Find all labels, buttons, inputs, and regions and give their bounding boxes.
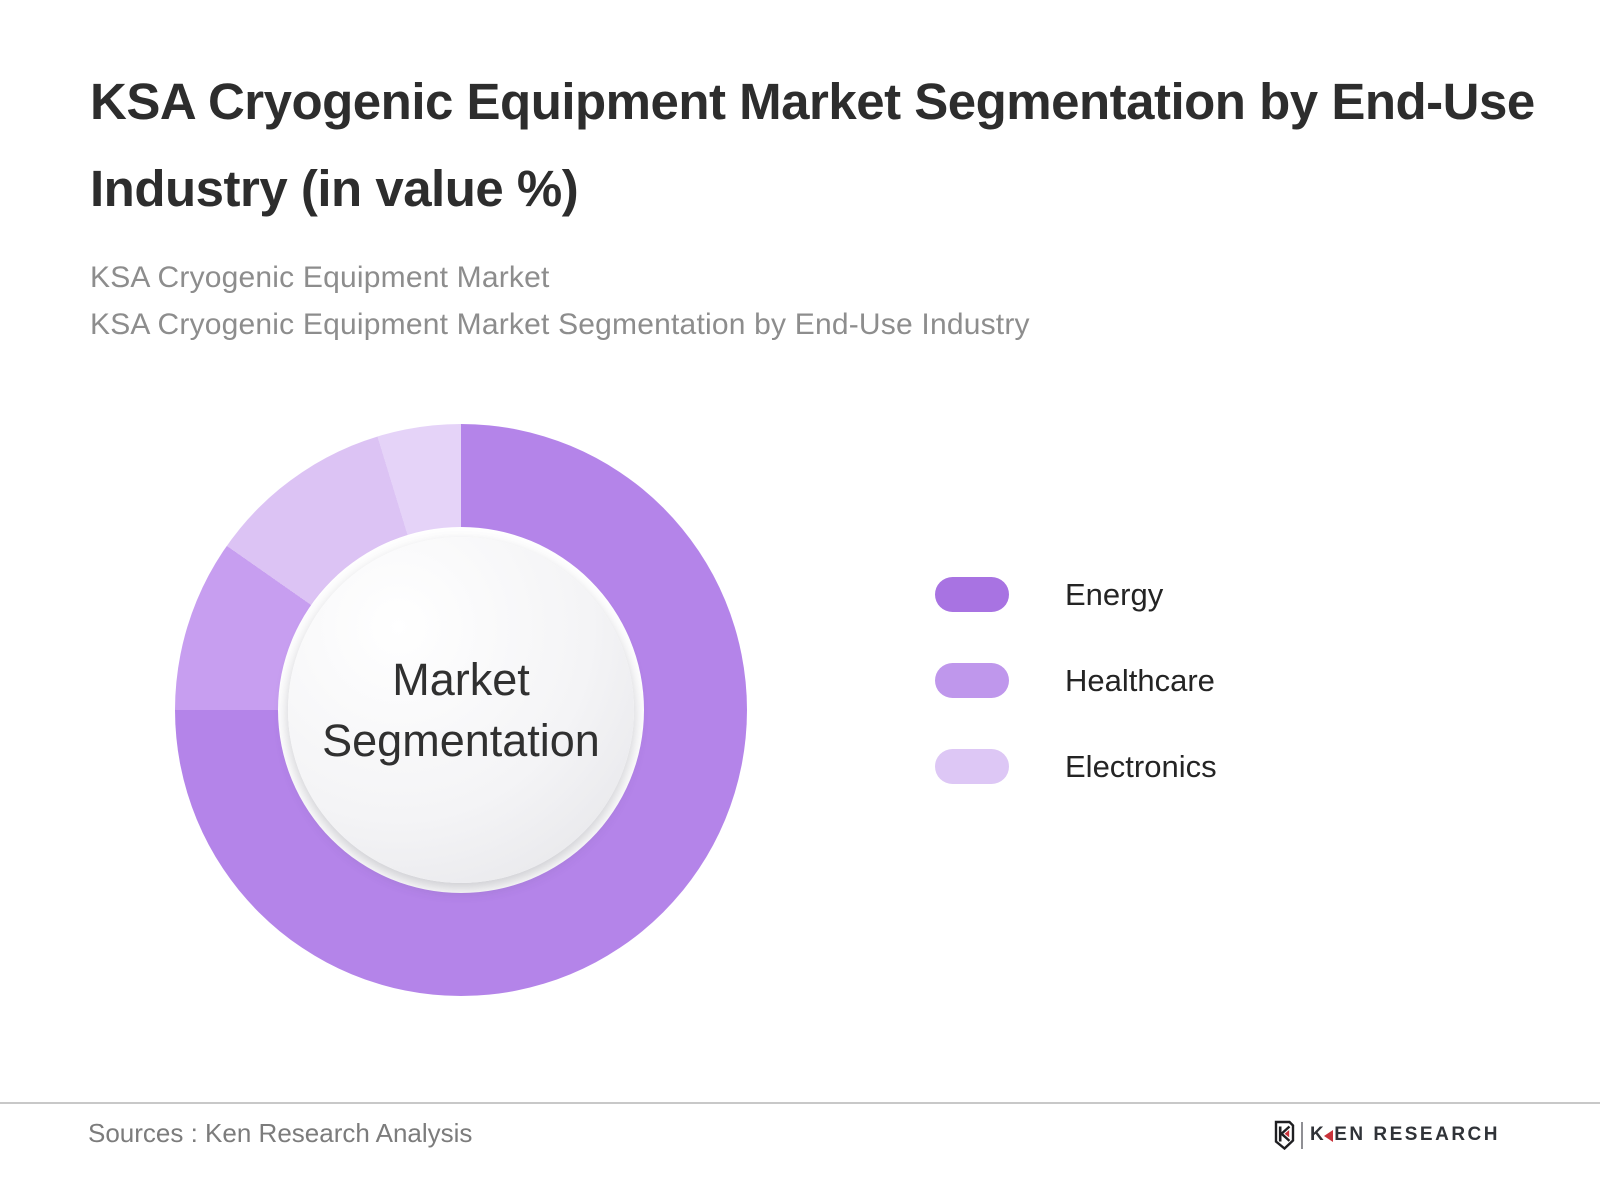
donut-hole: Market Segmentation xyxy=(278,527,644,893)
brand-name-initial: K xyxy=(1309,1124,1327,1145)
legend-swatch-energy xyxy=(935,577,1009,612)
ken-research-logo: K EN RESEARCH xyxy=(1274,1120,1500,1150)
donut-chart: Market Segmentation xyxy=(175,424,747,996)
ken-research-shield-icon xyxy=(1274,1120,1295,1150)
source-note: Sources : Ken Research Analysis xyxy=(88,1118,473,1148)
footer-divider xyxy=(0,1102,1600,1104)
logo-divider-bar xyxy=(1300,1121,1303,1149)
donut-center-label-line-1: Market xyxy=(392,654,530,705)
legend-label-energy: Energy xyxy=(1065,576,1164,612)
brand-red-triangle-icon xyxy=(1324,1129,1334,1142)
legend-item-energy: Energy xyxy=(935,577,1217,612)
brand-name-rest: EN RESEARCH xyxy=(1334,1124,1500,1145)
page-title-line-2: Industry (in value %) xyxy=(90,160,579,217)
brand-name: K EN RESEARCH xyxy=(1310,1124,1500,1146)
legend-item-electronics: Electronics xyxy=(935,749,1217,784)
legend-swatch-electronics xyxy=(935,749,1009,784)
legend-label-electronics: Electronics xyxy=(1065,748,1217,784)
legend-swatch-healthcare xyxy=(935,663,1009,698)
donut-center-label: Market Segmentation xyxy=(322,649,600,771)
donut-center-label-line-2: Segmentation xyxy=(322,715,600,766)
page-title: KSA Cryogenic Equipment Market Segmentat… xyxy=(90,58,1535,232)
subtitle-line-1: KSA Cryogenic Equipment Market xyxy=(90,261,550,294)
chart-legend: Energy Healthcare Electronics xyxy=(935,577,1217,835)
legend-label-healthcare: Healthcare xyxy=(1065,662,1215,698)
legend-item-healthcare: Healthcare xyxy=(935,663,1217,698)
chart-subtitle: KSA Cryogenic Equipment Market KSA Cryog… xyxy=(90,254,1030,348)
subtitle-line-2: KSA Cryogenic Equipment Market Segmentat… xyxy=(90,308,1030,341)
donut-center: Market Segmentation xyxy=(288,537,634,883)
page-title-line-1: KSA Cryogenic Equipment Market Segmentat… xyxy=(90,73,1535,130)
